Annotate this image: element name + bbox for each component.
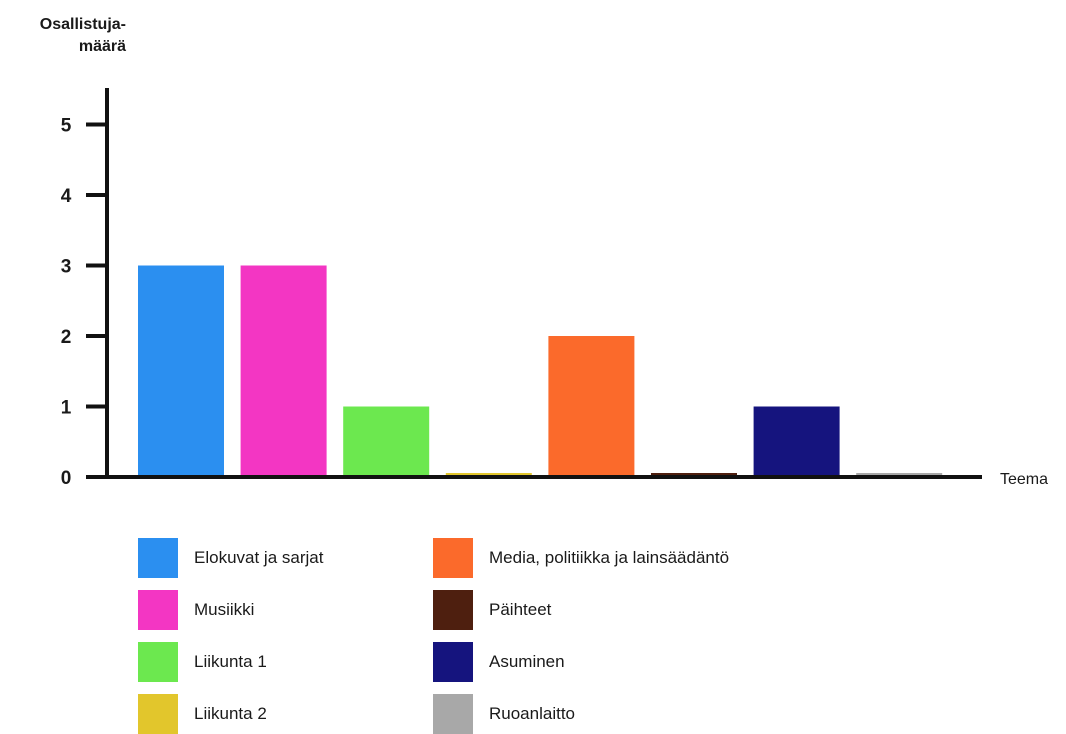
y-axis-label-line-1: Osallistuja- — [39, 16, 126, 33]
bar — [753, 406, 840, 477]
legend-swatch — [433, 590, 473, 630]
legend-label: Liikunta 2 — [194, 704, 267, 723]
legend-label: Ruoanlaitto — [489, 704, 576, 723]
y-tick-label: 4 — [61, 186, 72, 207]
legend-swatch — [433, 694, 473, 734]
legend-label: Elokuvat ja sarjat — [194, 548, 324, 567]
y-tick-label: 3 — [61, 257, 72, 278]
legend: Elokuvat ja sarjat Musiikki Liikunta 1 L… — [138, 538, 838, 734]
y-tick-label: 5 — [61, 116, 72, 137]
legend-label: Liikunta 1 — [194, 652, 267, 671]
legend-swatch — [433, 642, 473, 682]
x-axis-label: Teema — [1000, 471, 1048, 488]
y-axis-label-line-2: määrä — [78, 38, 126, 55]
bar-chart: 0 1 2 3 4 5 Teema — [61, 88, 1048, 489]
legend-label: Asuminen — [489, 652, 565, 671]
y-tick-label: 2 — [61, 327, 72, 348]
y-tick-label: 1 — [61, 398, 72, 419]
bars-group — [138, 265, 943, 477]
legend-label: Musiikki — [194, 600, 255, 619]
bar — [343, 406, 430, 477]
legend-swatch — [138, 590, 178, 630]
legend-item: Asuminen — [433, 642, 565, 682]
legend-item: Päihteet — [433, 590, 551, 630]
legend-item: Ruoanlaitto — [433, 694, 575, 734]
y-tick-label: 0 — [61, 468, 72, 489]
legend-swatch — [138, 642, 178, 682]
bar — [548, 336, 635, 477]
legend-item: Elokuvat ja sarjat — [138, 538, 323, 578]
legend-swatch — [138, 694, 178, 734]
legend-label: Päihteet — [489, 600, 552, 619]
y-axis-label: Osallistuja- määrä — [6, 14, 126, 58]
legend-item: Musiikki — [138, 590, 254, 630]
bar — [240, 265, 327, 477]
y-axis-ticks: 0 1 2 3 4 5 — [61, 116, 107, 489]
bar — [138, 265, 224, 477]
legend-label: Media, politiikka ja lainsäädäntö — [489, 548, 730, 567]
legend-item: Liikunta 2 — [138, 694, 267, 734]
legend-swatch — [433, 538, 473, 578]
legend-item: Media, politiikka ja lainsäädäntö — [433, 538, 729, 578]
legend-swatch — [138, 538, 178, 578]
legend-item: Liikunta 1 — [138, 642, 267, 682]
